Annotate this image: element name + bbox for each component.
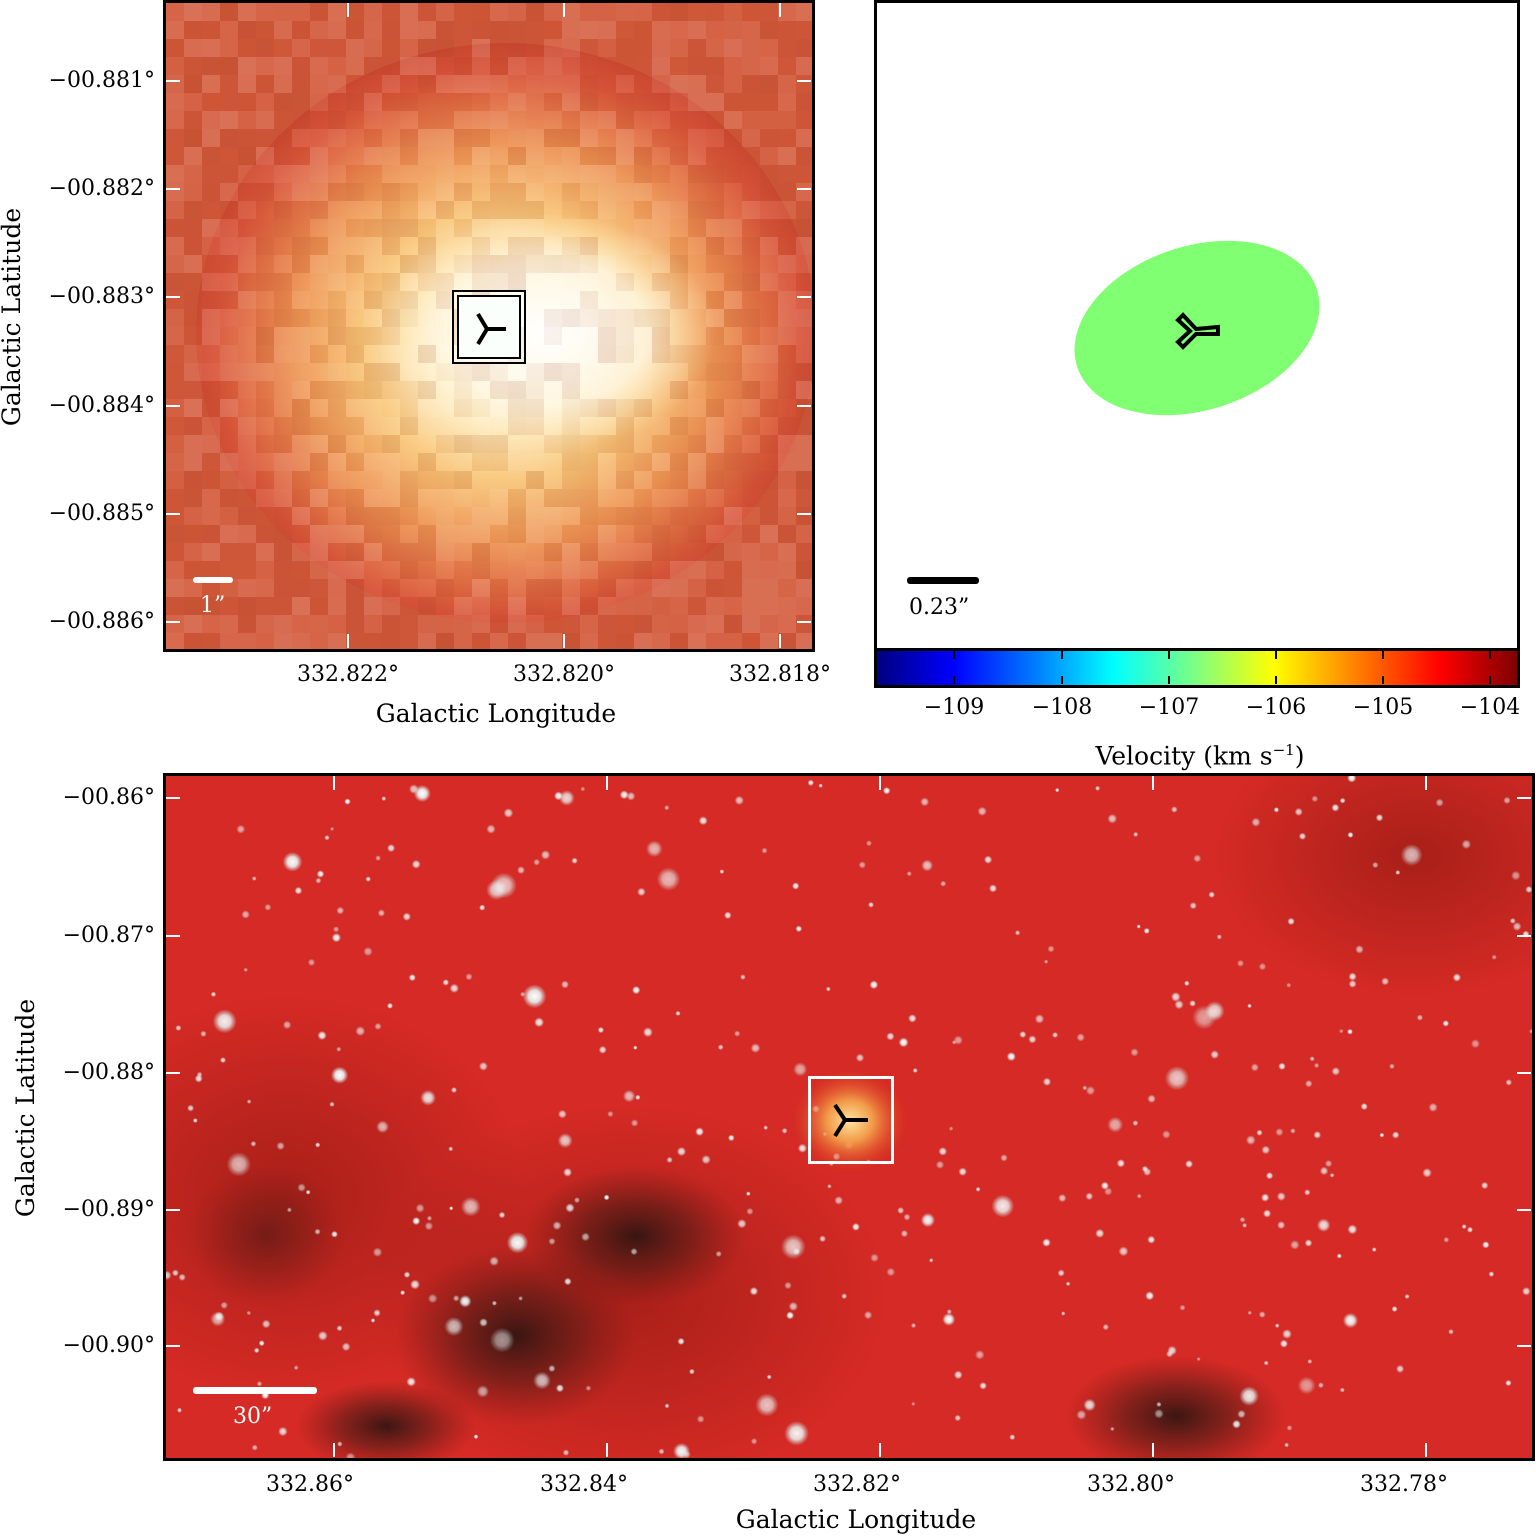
y-tick: −00.86° (62, 785, 155, 810)
colorbar-label-exponent: −1 (1272, 741, 1295, 759)
x-axis-label: Galactic Longitude (375, 699, 617, 728)
y-tick: −00.87° (62, 923, 155, 948)
y-tick: −00.884° (48, 393, 155, 418)
colorbar-label-main: Velocity (km s (1095, 741, 1273, 771)
y-tick: −00.886° (48, 609, 155, 634)
colorbar-tick: −109 (923, 695, 985, 720)
x-tick: 332.86° (266, 1472, 354, 1497)
y-tick: −00.881° (48, 68, 155, 93)
three-prong-marker-icon (1175, 312, 1220, 350)
x-tick: 332.820° (513, 662, 615, 687)
y-axis-label: Galactic Latitude (11, 998, 40, 1218)
wide-field-image-panel: 30” (163, 773, 1535, 1461)
x-tick: 332.78° (1360, 1472, 1448, 1497)
scale-bar-label: 0.23” (909, 595, 970, 620)
colorbar-tick: −106 (1245, 695, 1307, 720)
y-tick: −00.88° (62, 1060, 155, 1085)
y-tick: −00.882° (48, 176, 155, 201)
zoom-image-panel: 1” (163, 0, 815, 652)
x-tick: 332.80° (1087, 1472, 1175, 1497)
three-prong-marker-icon (476, 312, 506, 346)
x-tick: 332.818° (729, 662, 831, 687)
three-prong-marker-icon (833, 1103, 868, 1138)
y-tick: −00.883° (48, 284, 155, 309)
y-axis-label: Galactic Latitude (0, 207, 26, 427)
wide-field-image (166, 776, 1532, 1458)
x-tick: 332.84° (540, 1472, 628, 1497)
colorbar-tick: −105 (1352, 695, 1414, 720)
scale-bar-label: 1” (200, 593, 226, 618)
colorbar-tick: −108 (1031, 695, 1093, 720)
x-tick: 332.822° (297, 662, 399, 687)
velocity-map-panel: 0.23” (874, 0, 1520, 652)
velocity-colorbar (874, 648, 1520, 688)
colorbar-tick: −107 (1138, 695, 1200, 720)
x-axis-label: Galactic Longitude (735, 1505, 977, 1534)
y-tick: −00.89° (62, 1197, 155, 1222)
scale-bar (193, 1387, 317, 1394)
colorbar-gradient (877, 651, 1517, 685)
x-tick: 332.82° (813, 1472, 901, 1497)
colorbar-tick: −104 (1459, 695, 1521, 720)
colorbar-label-end: ) (1294, 741, 1305, 771)
y-tick: −00.90° (62, 1333, 155, 1358)
y-tick: −00.885° (48, 501, 155, 526)
colorbar-label: Velocity (km s−1) (1000, 736, 1400, 770)
scale-bar-label: 30” (233, 1404, 273, 1429)
scale-bar (907, 577, 979, 584)
source-box (808, 1076, 894, 1164)
scale-bar (193, 577, 233, 583)
